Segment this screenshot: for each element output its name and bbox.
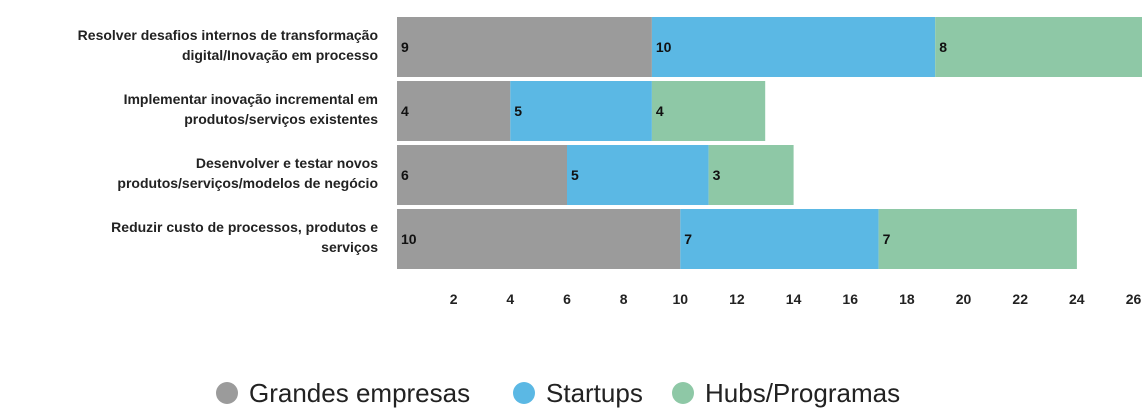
category-label: Resolver desafios internos de transforma…	[78, 27, 378, 63]
x-tick-label: 8	[620, 291, 628, 307]
legend-swatch	[513, 382, 535, 404]
category-label: Reduzir custo de processos, produtos e se…	[111, 219, 378, 255]
data-label: 7	[883, 231, 891, 247]
category-label-line: produtos/serviços/modelos de negócio	[117, 175, 378, 191]
x-tick-label: 14	[786, 291, 802, 307]
category-label-line: Reduzir custo de processos, produtos e	[111, 219, 378, 235]
legend: Grandes empresas Startups Hubs/Programas	[216, 378, 900, 408]
x-tick-label: 20	[956, 291, 972, 307]
x-tick-label: 2	[450, 291, 458, 307]
data-label: 9	[401, 39, 409, 55]
bar-segment	[397, 81, 511, 141]
category-label: Desenvolver e testar novos produtos/servi…	[117, 155, 378, 191]
bar-segment	[651, 17, 936, 77]
category-label-line: Resolver desafios internos de transforma…	[78, 27, 378, 43]
data-label: 6	[401, 167, 409, 183]
x-tick-label: 16	[842, 291, 858, 307]
x-axis-ticks: 2 4 6 8 10 12 14 16 18 20 22 24 26	[450, 291, 1142, 307]
category-label-line: serviços	[321, 239, 378, 255]
data-label: 4	[656, 103, 664, 119]
category-label-line: Desenvolver e testar novos	[196, 155, 378, 171]
bar-segment	[680, 209, 879, 269]
legend-label: Startups	[546, 378, 643, 408]
data-labels: 9 10 8 4 5 4 6 5 3 10 7 7	[401, 39, 947, 247]
bars	[397, 17, 1142, 269]
data-label: 5	[571, 167, 579, 183]
bar-segment	[935, 17, 1142, 77]
category-label-line: produtos/serviços existentes	[184, 111, 378, 127]
data-label: 10	[401, 231, 417, 247]
x-tick-label: 10	[673, 291, 689, 307]
legend-label: Grandes empresas	[249, 378, 470, 408]
bar-segment	[567, 145, 709, 205]
x-tick-label: 26	[1126, 291, 1142, 307]
x-tick-label: 24	[1069, 291, 1085, 307]
x-tick-label: 18	[899, 291, 915, 307]
data-label: 5	[514, 103, 522, 119]
data-label: 10	[656, 39, 672, 55]
bar-segment	[651, 81, 766, 141]
bar-segment	[397, 209, 681, 269]
category-labels: Resolver desafios internos de transforma…	[78, 27, 379, 255]
bar-segment	[397, 17, 652, 77]
bar-segment	[397, 145, 567, 205]
data-label: 7	[684, 231, 692, 247]
category-label-line: Implementar inovação incremental em	[124, 91, 378, 107]
category-label: Implementar inovação incremental em produ…	[124, 91, 379, 127]
legend-swatch	[672, 382, 694, 404]
legend-swatch	[216, 382, 238, 404]
bar-segment	[708, 145, 794, 205]
x-tick-label: 12	[729, 291, 745, 307]
legend-label: Hubs/Programas	[705, 378, 900, 408]
x-tick-label: 4	[506, 291, 514, 307]
data-label: 3	[713, 167, 721, 183]
category-label-line: digital/Inovação em processo	[182, 47, 378, 63]
data-label: 4	[401, 103, 409, 119]
data-label: 8	[939, 39, 947, 55]
x-tick-label: 6	[563, 291, 571, 307]
bar-segment	[878, 209, 1077, 269]
bar-segment	[510, 81, 652, 141]
x-tick-label: 22	[1012, 291, 1028, 307]
